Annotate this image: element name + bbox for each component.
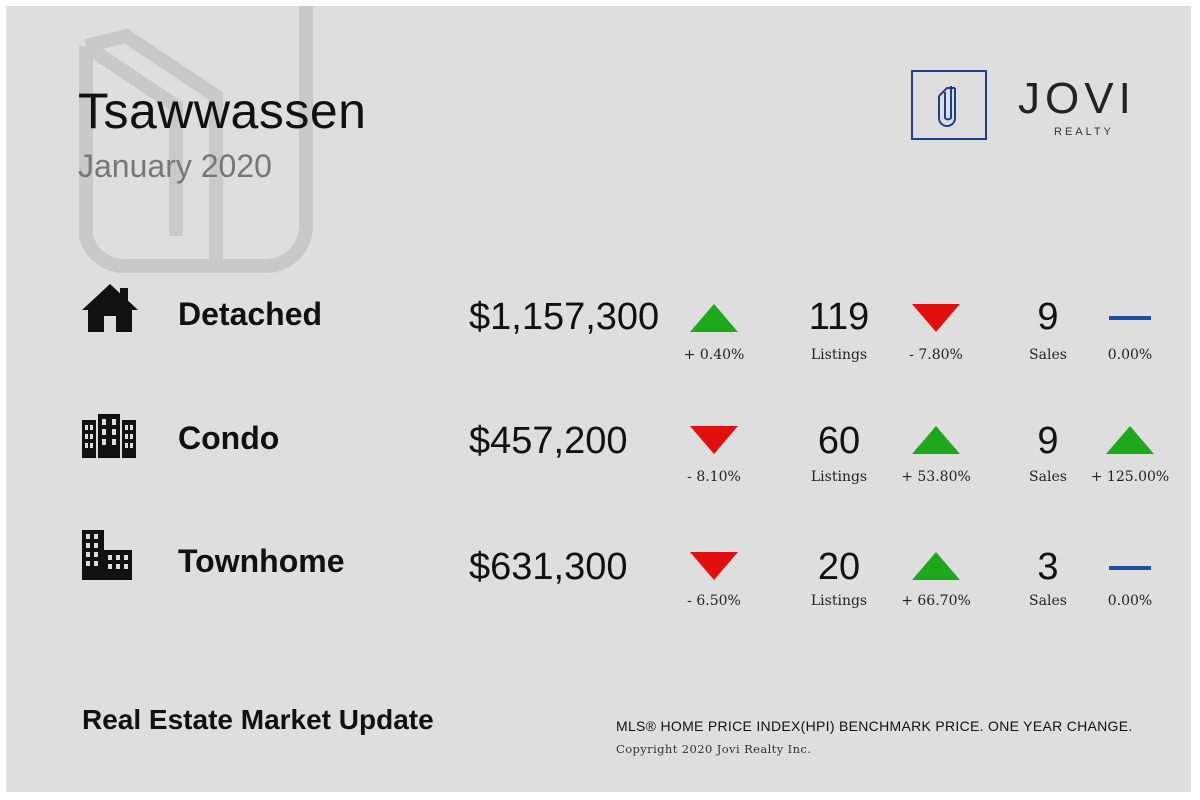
sales-flat-dash-icon [1109, 566, 1151, 570]
copyright-text: Copyright 2020 Jovi Realty Inc. [616, 742, 812, 756]
sales-label: Sales [1029, 347, 1067, 363]
sales-count: 9 [1037, 296, 1059, 338]
listings-down-arrow-icon [912, 304, 960, 332]
sales-count: 3 [1037, 546, 1059, 588]
footer-title: Real Estate Market Update [82, 704, 434, 735]
sales-change: 0.00% [1107, 593, 1153, 609]
sales-up-arrow-icon [1106, 426, 1154, 454]
brand-name: JOVI [1018, 74, 1136, 123]
property-type-label: Detached [178, 296, 323, 332]
townhome-building-icon [82, 530, 132, 580]
price-up-arrow-icon [690, 304, 738, 332]
benchmark-price: $1,157,300 [469, 296, 660, 338]
listings-up-arrow-icon [912, 426, 960, 454]
price-change: - 8.10% [687, 469, 741, 485]
j-logo-icon [938, 86, 956, 127]
price-down-arrow-icon [690, 552, 738, 580]
house-icon [82, 284, 138, 332]
sales-label: Sales [1029, 593, 1067, 609]
benchmark-price: $631,300 [469, 546, 628, 588]
listings-label: Listings [810, 593, 868, 609]
market-update-card: Tsawwassen January 2020 JOVI REALTY Deta… [6, 6, 1191, 792]
watermark-j-icon [79, 6, 313, 273]
listings-change: + 53.80% [901, 469, 971, 485]
sales-count: 9 [1037, 420, 1059, 462]
page-subtitle: January 2020 [78, 148, 272, 184]
listings-count: 119 [808, 296, 870, 338]
property-type-label: Townhome [178, 543, 345, 579]
listings-count: 20 [817, 546, 861, 588]
page-title: Tsawwassen [78, 83, 367, 139]
sales-flat-dash-icon [1109, 316, 1151, 320]
listings-label: Listings [810, 469, 868, 485]
sales-label: Sales [1029, 469, 1067, 485]
condo-building-icon [82, 414, 136, 458]
brand-logo-mark [911, 70, 987, 140]
sales-change: 0.00% [1107, 347, 1153, 363]
sales-change: + 125.00% [1090, 469, 1170, 485]
price-down-arrow-icon [690, 426, 738, 454]
price-change: - 6.50% [687, 593, 741, 609]
property-type-label: Condo [178, 420, 280, 456]
listings-count: 60 [817, 420, 861, 462]
listings-change: - 7.80% [909, 347, 963, 363]
listings-up-arrow-icon [912, 552, 960, 580]
brand-tagline: REALTY [1054, 126, 1114, 138]
listings-label: Listings [810, 347, 868, 363]
price-change: + 0.40% [683, 347, 745, 363]
footer-note: MLS® HOME PRICE INDEX(HPI) BENCHMARK PRI… [616, 718, 1133, 734]
benchmark-price: $457,200 [469, 420, 628, 462]
listings-change: + 66.70% [901, 593, 971, 609]
